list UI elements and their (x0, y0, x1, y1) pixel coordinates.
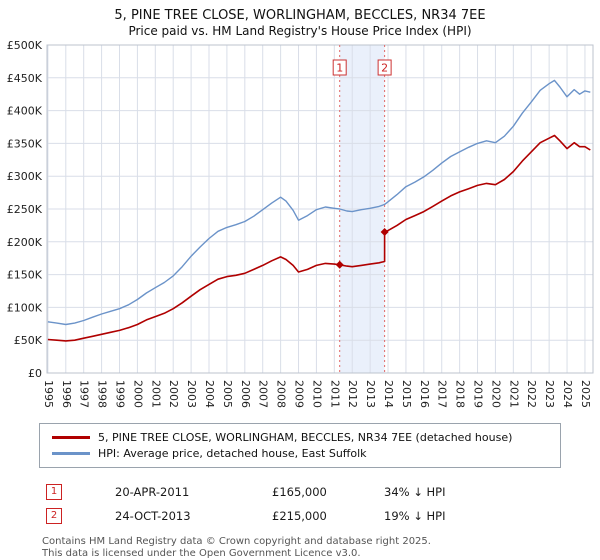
svg-text:2001: 2001 (149, 380, 162, 408)
sale-2-price: £215,000 (272, 509, 327, 523)
legend-label-property: 5, PINE TREE CLOSE, WORLINGHAM, BECCLES,… (98, 430, 513, 444)
svg-text:2002: 2002 (167, 380, 180, 408)
svg-text:2016: 2016 (418, 380, 431, 408)
svg-text:£150K: £150K (7, 269, 43, 282)
svg-text:2: 2 (381, 62, 388, 75)
svg-text:2017: 2017 (436, 380, 449, 408)
footer-line-1: Contains HM Land Registry data © Crown c… (42, 536, 431, 547)
sale-1-price: £165,000 (272, 485, 327, 499)
svg-text:2010: 2010 (310, 380, 323, 408)
svg-text:2004: 2004 (203, 380, 216, 408)
footer-line-2: This data is licensed under the Open Gov… (42, 548, 361, 559)
sale-2-date: 24-OCT-2013 (115, 509, 191, 523)
svg-text:2024: 2024 (561, 380, 574, 408)
svg-text:1999: 1999 (114, 380, 127, 408)
transactions-table: 1 20-APR-2011 £165,000 34% ↓ HPI 2 24-OC… (0, 480, 600, 528)
svg-text:2015: 2015 (400, 380, 413, 408)
red-line-swatch (52, 435, 90, 439)
svg-text:2025: 2025 (579, 380, 592, 408)
svg-text:£250K: £250K (7, 203, 43, 216)
svg-text:2013: 2013 (364, 380, 377, 408)
svg-text:1: 1 (336, 62, 343, 75)
svg-text:2019: 2019 (472, 380, 485, 408)
svg-text:£0: £0 (28, 367, 42, 380)
table-row: 1 20-APR-2011 £165,000 34% ↓ HPI (0, 480, 600, 504)
svg-text:2012: 2012 (346, 380, 359, 408)
sale-1-date: 20-APR-2011 (115, 485, 190, 499)
license-footer: Contains HM Land Registry data © Crown c… (42, 536, 600, 560)
sale-2-marker-badge: 2 (46, 508, 62, 524)
svg-text:2009: 2009 (293, 380, 306, 408)
svg-text:2003: 2003 (185, 380, 198, 408)
svg-text:£100K: £100K (7, 301, 43, 314)
svg-text:2006: 2006 (239, 380, 252, 408)
sale-1-hpi-delta: 34% ↓ HPI (384, 485, 446, 499)
svg-text:2014: 2014 (382, 380, 395, 408)
svg-text:2000: 2000 (131, 380, 144, 408)
page-subtitle: Price paid vs. HM Land Registry's House … (128, 24, 472, 38)
legend: 5, PINE TREE CLOSE, WORLINGHAM, BECCLES,… (39, 423, 561, 468)
svg-text:2018: 2018 (454, 380, 467, 408)
svg-text:£200K: £200K (7, 236, 43, 249)
svg-text:1995: 1995 (42, 380, 55, 408)
blue-line-swatch (52, 451, 90, 455)
svg-text:2020: 2020 (489, 380, 502, 408)
svg-text:£350K: £350K (7, 137, 43, 150)
sale-2-hpi-delta: 19% ↓ HPI (384, 509, 446, 523)
legend-item-property: 5, PINE TREE CLOSE, WORLINGHAM, BECCLES,… (48, 429, 552, 445)
svg-text:1997: 1997 (78, 380, 91, 408)
svg-text:2005: 2005 (221, 380, 234, 408)
svg-text:2023: 2023 (543, 380, 556, 408)
svg-text:1996: 1996 (60, 380, 73, 408)
svg-text:£450K: £450K (7, 72, 43, 85)
svg-text:2007: 2007 (257, 380, 270, 408)
svg-text:£500K: £500K (7, 39, 43, 52)
page-title: 5, PINE TREE CLOSE, WORLINGHAM, BECCLES,… (114, 8, 486, 23)
svg-text:1998: 1998 (96, 380, 109, 408)
svg-text:£400K: £400K (7, 105, 43, 118)
legend-label-hpi: HPI: Average price, detached house, East… (98, 446, 367, 460)
table-row: 2 24-OCT-2013 £215,000 19% ↓ HPI (0, 504, 600, 528)
svg-text:2011: 2011 (328, 380, 341, 408)
legend-item-hpi: HPI: Average price, detached house, East… (48, 445, 552, 461)
svg-text:2008: 2008 (275, 380, 288, 408)
svg-text:2022: 2022 (525, 380, 538, 408)
svg-text:2021: 2021 (507, 380, 520, 408)
svg-text:£300K: £300K (7, 170, 43, 183)
svg-text:£50K: £50K (14, 334, 43, 347)
sale-1-marker-badge: 1 (46, 484, 62, 500)
price-chart: £0 £50K £100K £150K £200K £250K £300K £350K £400… (7, 39, 594, 408)
